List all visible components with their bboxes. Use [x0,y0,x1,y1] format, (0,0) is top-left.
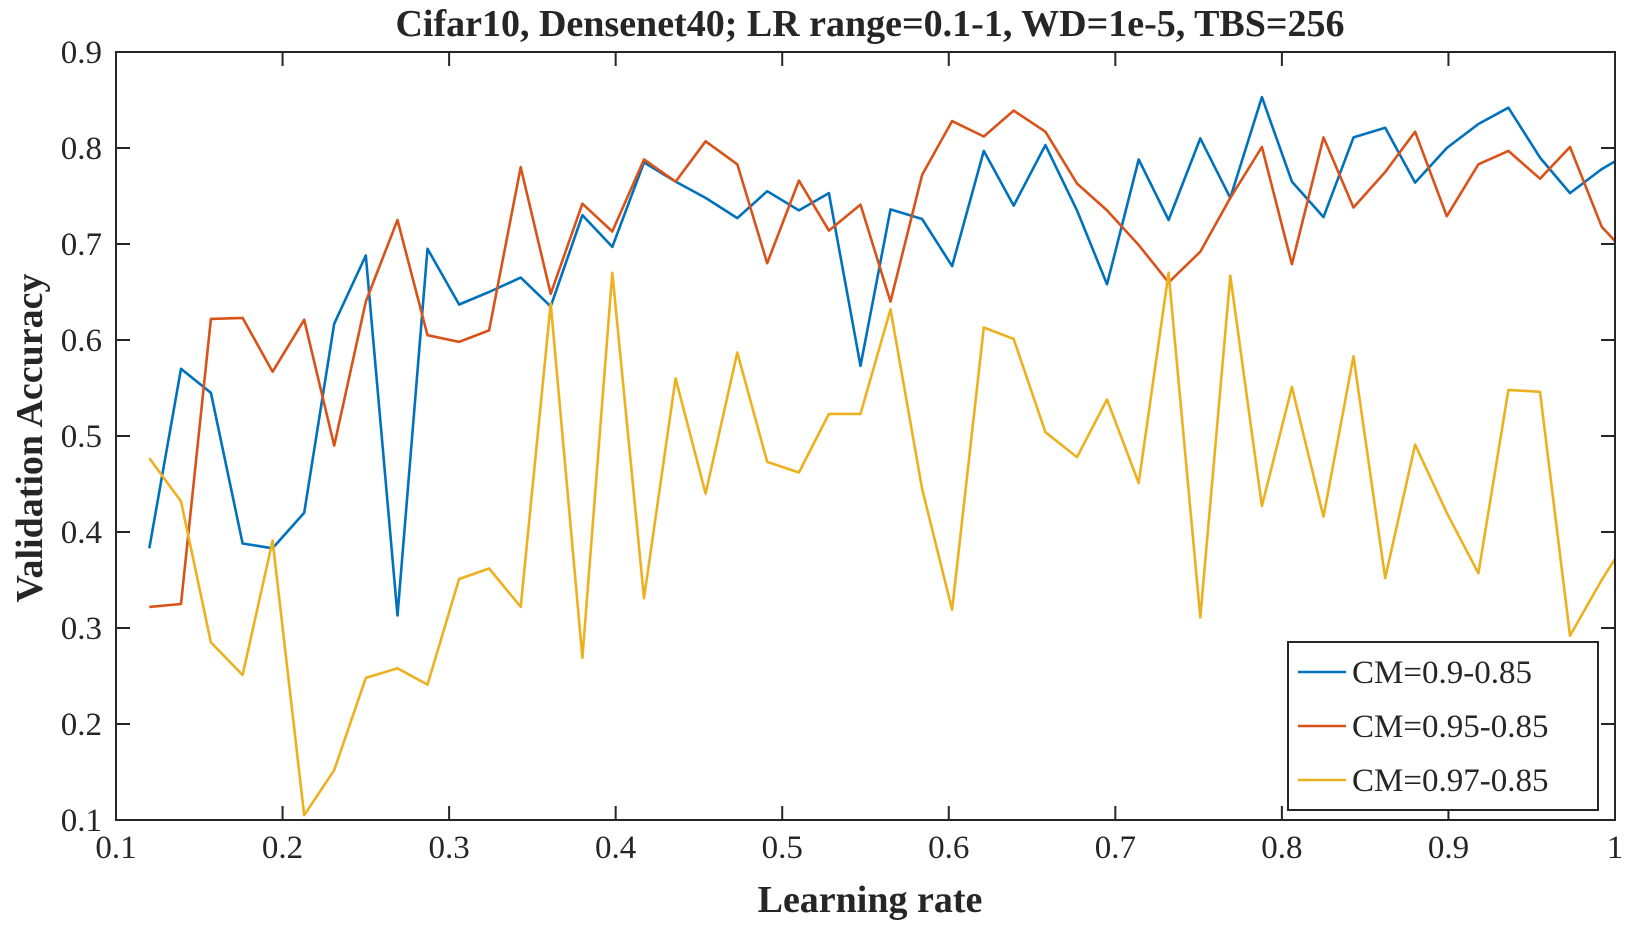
y-tick-label: 0.5 [61,419,102,455]
x-tick-label: 0.5 [762,830,803,866]
x-tick-label: 0.8 [1261,830,1302,866]
legend-label: CM=0.95-0.85 [1352,709,1548,745]
x-tick-label: 0.2 [262,830,303,866]
y-axis-label: Validation Accuracy [9,274,51,603]
x-tick-label: 0.9 [1428,830,1469,866]
y-tick-label: 0.8 [61,131,102,167]
y-tick-label: 0.3 [61,611,102,647]
x-axis-label: Learning rate [758,879,983,921]
legend-label: CM=0.9-0.85 [1352,655,1532,691]
x-tick-label: 1 [1607,830,1624,866]
y-tick-label: 0.7 [61,227,102,263]
series-line-2 [149,109,1615,609]
x-tick-label: 0.6 [928,830,969,866]
x-tick-label: 0.7 [1095,830,1136,866]
x-tick-label: 0.4 [595,830,636,866]
y-tick-label: 0.6 [61,323,102,359]
chart-title: Cifar10, Densenet40; LR range=0.1-1, WD=… [395,3,1344,45]
series-layer [148,95,1615,817]
legend: CM=0.9-0.85 CM=0.95-0.85 CM=0.97-0.85 [1287,641,1599,811]
series-line-1 [148,95,1615,617]
y-tick-label: 0.9 [61,35,102,71]
legend-label: CM=0.97-0.85 [1352,763,1548,799]
series-line-3 [148,271,1615,817]
x-tick-label: 0.3 [428,830,469,866]
tick-layer: 0.1 0.2 0.3 0.4 0.5 0.6 0.7 0.8 0.9 1 0.1 0.2 0.3 0.4… [61,35,1624,866]
y-tick-label: 0.1 [61,803,102,839]
y-tick-label: 0.2 [61,707,102,743]
x-tick-label: 0.1 [95,830,136,866]
y-tick-label: 0.4 [61,515,102,551]
